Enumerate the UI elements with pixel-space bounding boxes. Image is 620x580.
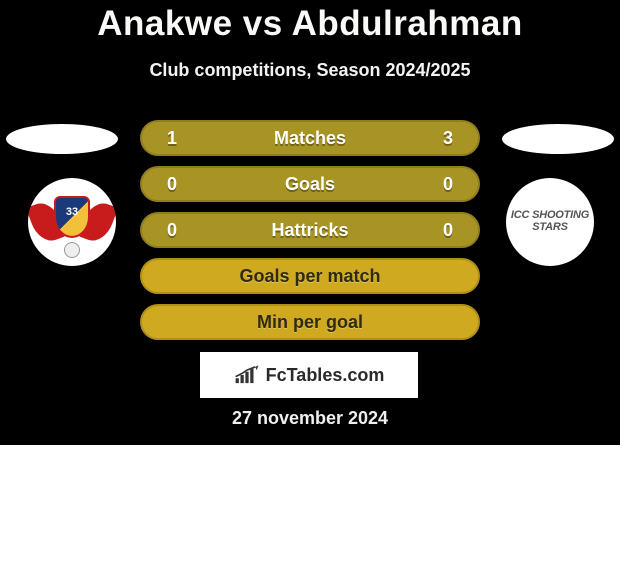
crest-number: 33 xyxy=(28,206,116,218)
infographic-stage: Anakwe vs Abdulrahman Club competitions,… xyxy=(0,0,620,445)
club-logo-left: 33 xyxy=(28,178,116,266)
player-right-silhouette xyxy=(502,124,614,154)
stat-row-matches: 1 Matches 3 xyxy=(140,120,480,156)
stat-row-min-per-goal: Min per goal xyxy=(140,304,480,340)
club-logo-right: ICC SHOOTING STARS xyxy=(506,178,594,266)
stat-label: Min per goal xyxy=(184,312,436,333)
stat-left-value: 0 xyxy=(160,174,184,195)
stat-left-value: 0 xyxy=(160,220,184,241)
ball-icon xyxy=(64,242,80,258)
crest-left: 33 xyxy=(28,178,116,266)
branding-box: FcTables.com xyxy=(200,352,418,398)
stat-right-value: 0 xyxy=(436,220,460,241)
stat-label: Goals xyxy=(184,174,436,195)
stat-row-hattricks: 0 Hattricks 0 xyxy=(140,212,480,248)
stat-left-value: 1 xyxy=(160,128,184,149)
stat-label: Matches xyxy=(184,128,436,149)
page-subtitle: Club competitions, Season 2024/2025 xyxy=(0,60,620,81)
stat-row-goals: 0 Goals 0 xyxy=(140,166,480,202)
crest-right-line3: STARS xyxy=(532,221,567,233)
stat-label: Hattricks xyxy=(184,220,436,241)
crest-right-line1: ICC xyxy=(511,209,529,221)
page-title: Anakwe vs Abdulrahman xyxy=(0,4,620,44)
crest-right-line2: SHOOTING xyxy=(532,209,589,221)
date-text: 27 november 2024 xyxy=(0,408,620,429)
stat-label: Goals per match xyxy=(184,266,436,287)
stat-row-goals-per-match: Goals per match xyxy=(140,258,480,294)
crest-right-text: ICC SHOOTING STARS xyxy=(511,210,589,233)
player-left-silhouette xyxy=(6,124,118,154)
branding-text: FcTables.com xyxy=(266,365,385,386)
stat-right-value: 0 xyxy=(436,174,460,195)
bars-growth-icon xyxy=(234,364,260,386)
stat-right-value: 3 xyxy=(436,128,460,149)
